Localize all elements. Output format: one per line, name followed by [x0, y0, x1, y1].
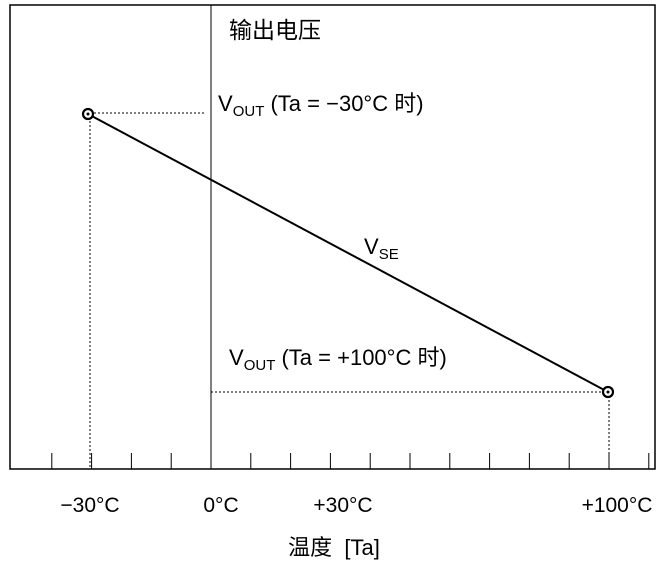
endpoint-low-dot — [86, 112, 90, 116]
x-tick-label-plus30: +30°C — [313, 494, 372, 517]
vse-line — [87, 113, 609, 393]
x-tick-label-minus30: −30°C — [60, 494, 119, 517]
x-tick-label-plus100: +100°C — [582, 494, 653, 517]
plot-frame — [9, 4, 656, 470]
x-axis-ticks — [51, 453, 650, 469]
vout-low-label: VOUT (Ta = −30°C 时) — [218, 91, 424, 120]
endpoint-high-dot — [606, 390, 610, 394]
y-axis-label: 输出电压 — [229, 17, 321, 43]
vout-high-label: VOUT (Ta = +100°C 时) — [229, 345, 447, 374]
x-axis-label: 温度 [Ta] — [288, 535, 380, 560]
vse-label: VSE — [364, 234, 399, 263]
x-tick-label-0: 0°C — [203, 494, 238, 517]
